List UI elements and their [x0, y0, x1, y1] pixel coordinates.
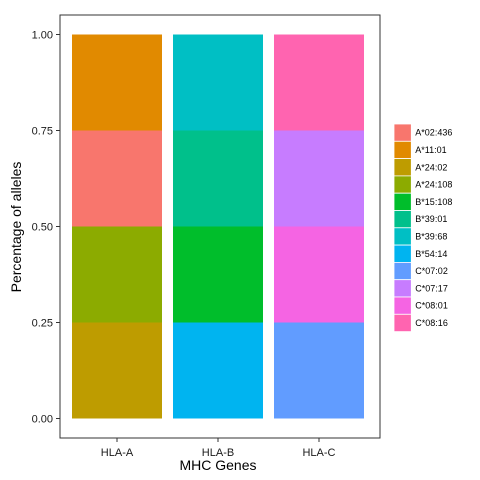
legend-key — [393, 244, 412, 263]
legend-label: A*24:108 — [415, 180, 452, 190]
y-tick-label: 0.75 — [32, 126, 53, 138]
bar-segment — [173, 130, 263, 227]
x-axis: HLA-A HLA-B HLA-C — [101, 438, 336, 459]
x-tick-label: HLA-C — [302, 447, 335, 459]
legend-key — [393, 313, 412, 332]
bar-segment — [173, 226, 263, 323]
legend-key — [393, 296, 412, 315]
legend-key — [393, 192, 412, 211]
x-tick-label: HLA-B — [202, 447, 234, 459]
legend-key — [393, 227, 412, 246]
legend-label: B*39:01 — [415, 214, 447, 224]
legend-label: B*15:108 — [415, 197, 452, 207]
legend-key — [393, 123, 412, 142]
legend-key — [393, 261, 412, 281]
bar-segment — [173, 34, 263, 131]
x-tick-label: HLA-A — [101, 447, 134, 459]
legend-label: C*07:02 — [415, 266, 448, 276]
legend-label: C*08:16 — [415, 318, 448, 328]
y-tick-label: 1.00 — [32, 30, 53, 42]
x-axis-title: MHC Genes — [179, 457, 256, 473]
bar-segment — [274, 130, 364, 227]
bar-segment — [274, 322, 364, 419]
legend-key — [393, 158, 412, 177]
bars-layer — [72, 34, 364, 419]
legend-label: C*08:01 — [415, 301, 448, 311]
bar-segment — [173, 322, 263, 419]
legend-key — [393, 279, 412, 298]
y-tick-label: 0.50 — [32, 222, 53, 234]
legend-label: A*24:02 — [415, 162, 447, 172]
legend-label: A*02:436 — [415, 128, 452, 138]
bar-segment — [72, 130, 162, 227]
bar-segment — [72, 34, 162, 131]
legend-key — [393, 210, 412, 229]
bar-segment — [72, 226, 162, 323]
y-tick-label: 0.25 — [32, 318, 53, 330]
bar-segment — [72, 322, 162, 419]
legend-label: C*07:17 — [415, 283, 448, 293]
y-axis-title: Percentage of alleles — [8, 162, 24, 293]
legend-label: B*39:68 — [415, 231, 447, 241]
legend-label: B*54:14 — [415, 249, 447, 259]
legend-key — [393, 175, 412, 194]
bar-segment — [274, 226, 364, 323]
y-axis: 0.00 0.25 0.50 0.75 1.00 — [32, 30, 60, 426]
legend-label: A*11:01 — [415, 145, 446, 155]
bar-segment — [274, 34, 364, 131]
legend: A*02:436 A*11:01 A*24:02 A*24:108 B*15:108 B*… — [393, 123, 452, 332]
y-tick-label: 0.00 — [32, 414, 53, 426]
legend-key — [393, 140, 412, 160]
